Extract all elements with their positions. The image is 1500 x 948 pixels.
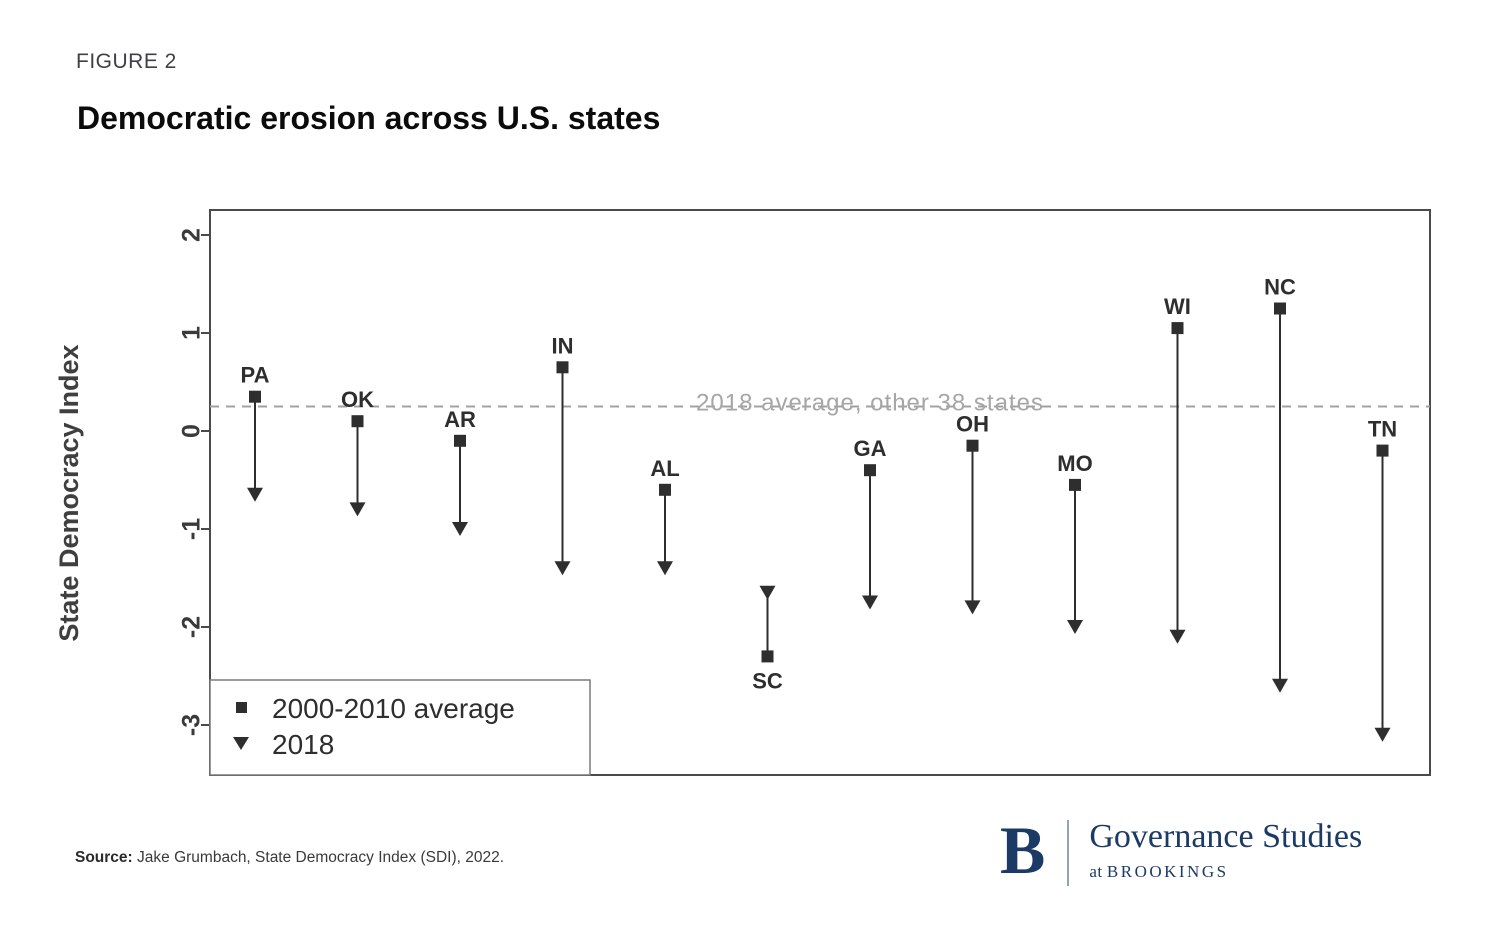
marker-2018-AL — [657, 561, 673, 576]
figure-label: FIGURE 2 — [76, 50, 177, 73]
y-tick-label: -1 — [180, 518, 206, 540]
legend-label-average: 2000-2010 average — [272, 693, 515, 724]
state-label-NC: NC — [1264, 275, 1296, 300]
page-title: Democratic erosion across U.S. states — [77, 100, 661, 136]
legend-box — [209, 679, 591, 776]
avg-marker-TN — [1376, 444, 1389, 457]
logo-tagline-prefix: at — [1089, 862, 1103, 881]
sdi-dumbbell-chart: 2018 average, other 38 states 2 1 0 -1 -2 -3 PA… — [178, 209, 1431, 776]
avg-marker-OH — [966, 439, 979, 452]
state-label-GA: GA — [854, 436, 887, 461]
state-label-TN: TN — [1368, 417, 1397, 442]
state-label-PA: PA — [241, 363, 270, 388]
avg-marker-NC — [1274, 302, 1286, 315]
avg-marker-IN — [556, 361, 569, 374]
state-label-OH: OH — [956, 412, 989, 437]
reference-line-label: 2018 average, other 38 states — [696, 390, 1044, 417]
avg-marker-MO — [1069, 478, 1081, 491]
logo-tagline-brand: BROOKINGS — [1106, 862, 1229, 881]
marker-2018-IN — [554, 561, 571, 576]
y-axis-title: State Democracy Index — [54, 344, 84, 642]
avg-marker-OK — [351, 415, 364, 428]
state-label-OK: OK — [341, 387, 374, 412]
logo-tagline: at BROOKINGS — [1089, 862, 1362, 882]
brookings-monogram: B — [1000, 812, 1046, 888]
legend-label-2018: 2018 — [272, 729, 334, 760]
y-tick-label: -3 — [180, 714, 206, 736]
avg-marker-AR — [454, 434, 466, 447]
marker-2018-AR — [452, 522, 468, 536]
plot-border — [209, 209, 1431, 776]
marker-2018-TN — [1374, 727, 1391, 742]
brookings-logo: B Governance Studies at BROOKINGS — [1000, 812, 1362, 888]
marker-2018-MO — [1067, 620, 1083, 634]
y-tick-label: 2 — [180, 228, 206, 242]
state-label-AR: AR — [444, 407, 476, 432]
state-label-WI: WI — [1164, 294, 1191, 319]
logo-text: Governance Studies at BROOKINGS — [1069, 812, 1362, 882]
y-tick-label: 0 — [180, 424, 206, 438]
marker-2018-OH — [964, 600, 981, 615]
logo-divider — [1067, 820, 1070, 886]
source-prefix: Source: — [75, 849, 133, 866]
marker-2018-NC — [1272, 678, 1288, 693]
y-tick-label: -2 — [180, 616, 206, 638]
state-label-IN: IN — [552, 333, 574, 358]
legend-square-marker — [236, 702, 247, 713]
avg-marker-GA — [864, 464, 876, 477]
avg-marker-WI — [1171, 322, 1184, 335]
avg-marker-AL — [659, 483, 671, 496]
marker-2018-PA — [247, 487, 263, 502]
state-label-MO: MO — [1057, 451, 1092, 476]
source-text: Jake Grumbach, State Democracy Index (SD… — [132, 849, 505, 866]
marker-2018-WI — [1169, 629, 1186, 644]
marker-2018-GA — [862, 595, 878, 610]
source-line: Source: Jake Grumbach, State Democracy I… — [75, 849, 504, 867]
state-label-SC: SC — [752, 668, 783, 693]
logo-name: Governance Studies — [1089, 818, 1363, 855]
legend-triangle-marker — [233, 737, 249, 750]
chart-area: 2018 average, other 38 states 2 1 0 -1 -2 -3 PA… — [178, 200, 1445, 790]
avg-marker-SC — [761, 650, 774, 663]
marker-2018-SC — [759, 585, 776, 600]
y-tick-label: 1 — [180, 326, 206, 340]
avg-marker-PA — [249, 390, 261, 403]
marker-2018-OK — [349, 502, 366, 517]
state-label-AL: AL — [650, 456, 679, 481]
